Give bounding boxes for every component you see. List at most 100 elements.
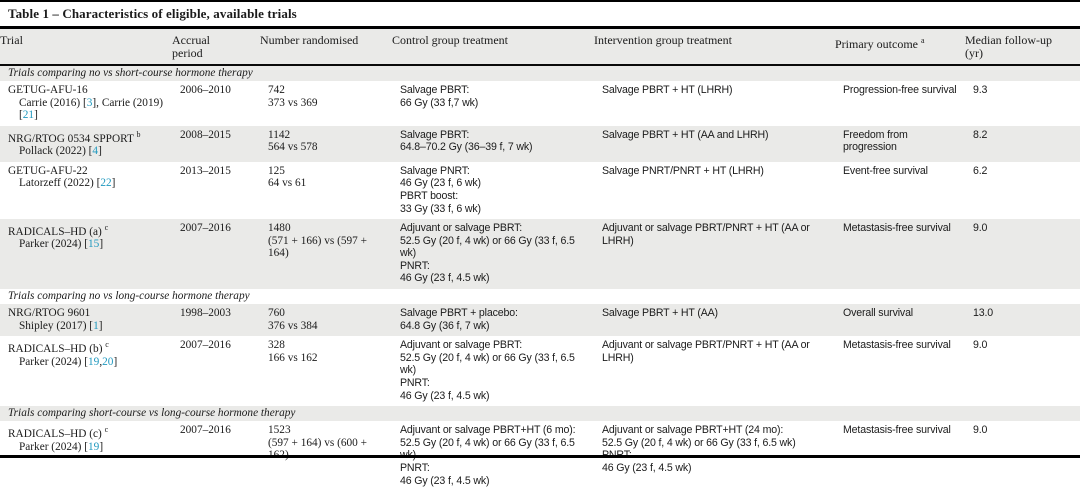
number-randomised-cell-line: 328 [268,339,285,352]
section-label-row: Trials comparing short-course vs long-co… [0,406,1080,422]
footnote-marker[interactable]: c [104,425,109,435]
intervention-treatment-cell-line: Salvage PBRT + HT (LHRH) [602,84,733,96]
median-followup-cell: 6.2 [973,164,988,177]
title-rule [0,26,1080,29]
control-treatment-cell-line: 46 Gy (23 f, 4.5 wk) [400,272,490,285]
col-header-accrual-period: Accrual period [172,33,210,60]
intervention-treatment-cell-line: Adjuvant or salvage PBRT+HT (24 mo): [602,424,784,437]
number-randomised-cell: 328 166 vs 162 [268,337,400,366]
number-randomised-cell-line: 166 vs 162 [268,351,318,364]
number-randomised-cell: 1142 564 vs 578 [268,127,400,156]
intervention-treatment-cell-line: 52.5 Gy (20 f, 4 wk) or 66 Gy (33 f, 6.5… [602,436,796,449]
citation-ref[interactable]: 1 [93,319,99,332]
median-followup-cell: 8.2 [973,128,988,141]
footnote-marker[interactable]: b [136,129,141,139]
number-randomised-cell-line: 125 [268,164,285,177]
section-label-row: Trials comparing no vs short-course horm… [0,66,1080,81]
intervention-treatment-cell-line: Salvage PNRT/PNRT + HT (LHRH) [602,164,764,177]
intervention-treatment-cell: Adjuvant or salvage PBRT+HT (24 mo): 52.5… [602,422,843,476]
trial-name: NRG/RTOG 0534 SPPORT b [8,129,141,145]
table-row: RADICALS–HD (a) c Parker (2024) [15] 2007–… [0,219,1080,290]
number-randomised-cell-line: 760 [268,307,285,320]
section-label-row: Trials comparing no vs long-course hormo… [8,290,250,303]
control-treatment-cell-line: Adjuvant or salvage PBRT: [400,339,523,352]
citation-ref[interactable]: 21 [22,109,35,122]
col-header-intervention-treatment: Intervention group treatment [594,33,732,47]
control-treatment-cell-line: 52.5 Gy (20 f, 4 wk) or 66 Gy (33 f, 6.5… [400,436,575,462]
trial-citation: Carrie (2016) [3], Carrie (2019) [21] [19,96,163,122]
trial-name: GETUG-AFU-16 [8,84,88,96]
accrual-period-cell: 2008–2015 [180,128,231,141]
control-treatment-cell: Salvage PBRT + placebo: 64.8 Gy (36 f, 7 … [400,305,602,334]
median-followup-cell: 13.0 [973,307,994,320]
trial-name: RADICALS–HD (a) c [8,223,109,238]
col-header-median-followup: Median follow-up (yr) [965,33,1052,60]
table-row: GETUG-AFU-22 Latorzeff (2022) [22] 2013–20… [0,162,1080,219]
accrual-period-cell: 2007–2016 [180,339,231,352]
footnote-marker[interactable]: c [105,340,109,350]
bottom-rule [0,455,1080,458]
citation-ref[interactable]: 15 [88,238,100,251]
citation-ref[interactable]: 4 [92,145,99,158]
primary-outcome-cell: Metastasis-free survival [843,339,951,352]
citation-ref[interactable]: 3 [86,96,93,109]
number-randomised-cell-line: 742 [268,84,285,96]
trial-citation: Pollack (2022) [4] [19,145,102,158]
trial-cell: GETUG-AFU-22 Latorzeff (2022) [22] [8,163,180,192]
col-header-primary-outcome: Primary outcome a [835,34,965,51]
control-treatment-cell-line: PNRT: [400,377,430,390]
number-randomised-cell: 760 376 vs 384 [268,305,400,334]
trial-name: RADICALS–HD (b) c [8,340,109,356]
citation-ref[interactable]: 22 [100,177,112,190]
intervention-treatment-cell-line: Salvage PBRT + HT (AA and LHRH) [602,128,769,141]
control-treatment-cell-line: Salvage PBRT: [400,128,470,141]
footnote-marker-a[interactable]: a [920,36,925,45]
median-followup-cell: 9.3 [973,84,988,96]
trial-name: NRG/RTOG 9601 [8,307,91,320]
trial-citation: Parker (2024) [15] [19,238,104,251]
control-treatment-cell-line: PNRT: [400,462,430,475]
number-randomised-cell-line: 564 vs 578 [268,141,318,154]
intervention-treatment-cell-line: Adjuvant or salvage PBRT/PNRT + HT (AA o… [602,222,810,247]
citation-ref[interactable]: 20 [102,355,114,368]
accrual-period-cell: 2007–2016 [180,424,231,437]
col-header-control-treatment: Control group treatment [392,33,508,47]
number-randomised-cell-line: (571 + 166) vs (597 + 164) [268,234,368,260]
col-header-number-randomised: Number randomised [260,33,359,47]
number-randomised-cell: 1480 (571 + 166) vs (597 + 164) [268,220,400,262]
trial-cell: RADICALS–HD (c) c Parker (2024) [19] [8,422,180,455]
primary-outcome-cell: Metastasis-free survival [843,424,951,437]
primary-outcome-label: Primary outcome [835,37,918,51]
number-randomised-cell-line: 1142 [268,128,291,141]
control-treatment-cell-line: Adjuvant or salvage PBRT: [400,222,523,235]
trial-citation: Shipley (2017) [1] [19,319,103,332]
number-randomised-cell-line: 1480 [268,222,291,235]
control-treatment-cell-line: 64.8–70.2 Gy (36–39 f, 7 wk) [400,141,533,154]
trial-name: GETUG-AFU-22 [8,164,88,177]
primary-outcome-cell: Freedom from progression [843,128,908,154]
table-row: NRG/RTOG 9601 Shipley (2017) [1] 1998–2003… [0,304,1080,337]
number-randomised-cell-line: 373 vs 369 [268,96,318,109]
citation-ref[interactable]: 19 [88,355,100,368]
control-treatment-cell-line: 46 Gy (23 f, 4.5 wk) [400,389,490,402]
number-randomised-cell: 125 64 vs 61 [268,163,400,192]
citation-ref[interactable]: 19 [88,440,100,453]
accrual-period-cell: 2013–2015 [180,164,231,177]
table-body: Trials comparing no vs short-course horm… [0,66,1080,491]
footnote-marker[interactable]: c [104,223,109,233]
intervention-treatment-cell-line: Adjuvant or salvage PBRT/PNRT + HT (AA o… [602,339,810,364]
control-treatment-cell-line: 46 Gy (23 f, 6 wk) [400,177,481,190]
accrual-period-cell: 1998–2003 [180,307,231,320]
control-treatment-cell: Adjuvant or salvage PBRT: 52.5 Gy (20 f, … [400,220,602,287]
table-header-row: Trial Accrual period Number randomised C… [0,29,1080,64]
control-treatment-cell-line: Salvage PBRT + placebo: [400,307,518,320]
number-randomised-cell-line: 376 vs 384 [268,319,318,332]
control-treatment-cell: Salvage PBRT: 64.8–70.2 Gy (36–39 f, 7 wk… [400,127,602,156]
primary-outcome-cell: Event-free survival [843,164,928,177]
intervention-treatment-cell: Adjuvant or salvage PBRT/PNRT + HT (AA o… [602,337,843,366]
intervention-treatment-cell-line: Salvage PBRT + HT (AA) [602,307,718,320]
table-row: GETUG-AFU-16 Carrie (2016) [3], Carrie (2… [0,81,1080,126]
intervention-treatment-cell: Salvage PBRT + HT (AA and LHRH) [602,127,843,144]
trial-cell: RADICALS–HD (a) c Parker (2024) [15] [8,220,180,253]
